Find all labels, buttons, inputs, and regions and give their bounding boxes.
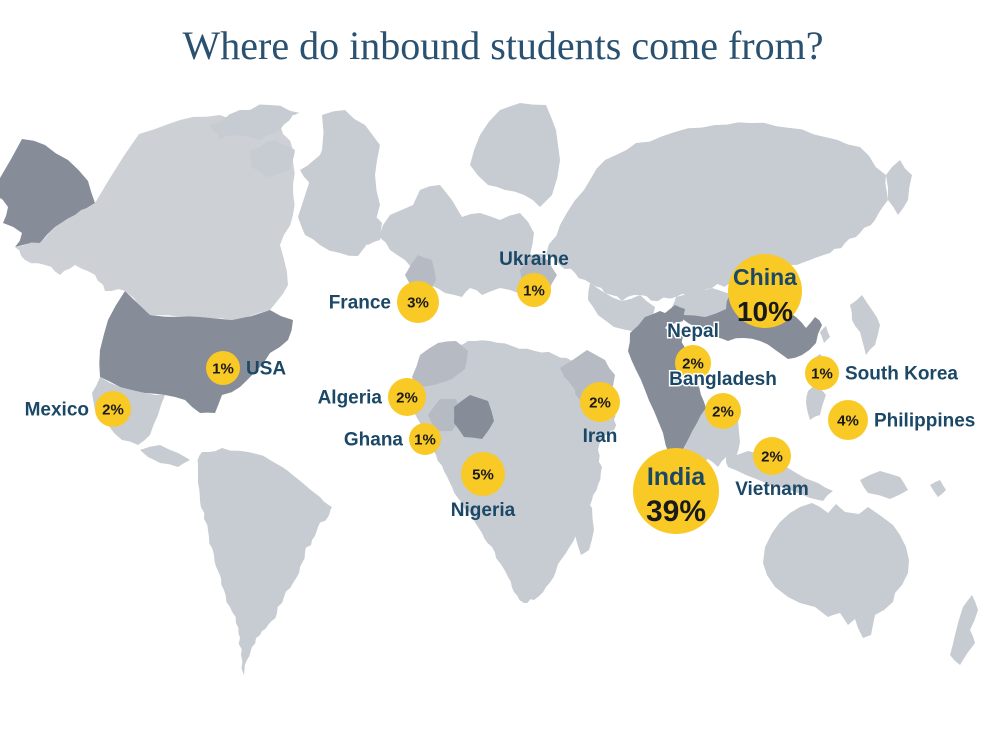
svg-text:Nigeria: Nigeria: [451, 500, 516, 521]
svg-text:2%: 2%: [712, 404, 734, 421]
svg-text:4%: 4%: [837, 413, 859, 430]
svg-text:Bangladesh: Bangladesh: [669, 369, 777, 390]
svg-text:Mexico: Mexico: [25, 400, 89, 421]
svg-text:France: France: [329, 293, 391, 314]
svg-text:Nepal: Nepal: [667, 321, 719, 342]
svg-text:2%: 2%: [589, 395, 611, 412]
svg-text:10%: 10%: [737, 296, 793, 327]
svg-text:2%: 2%: [102, 402, 124, 419]
svg-text:Ukraine: Ukraine: [499, 249, 569, 270]
svg-text:39%: 39%: [646, 495, 706, 528]
svg-text:2%: 2%: [761, 449, 783, 466]
svg-text:Algeria: Algeria: [318, 388, 383, 409]
svg-text:1%: 1%: [414, 432, 436, 449]
svg-text:3%: 3%: [407, 295, 429, 312]
svg-text:USA: USA: [246, 359, 286, 380]
svg-text:South Korea: South Korea: [845, 364, 958, 385]
svg-text:China: China: [733, 264, 797, 290]
svg-text:Ghana: Ghana: [344, 430, 404, 451]
svg-text:Philippines: Philippines: [874, 411, 975, 432]
svg-text:5%: 5%: [472, 467, 494, 484]
svg-text:India: India: [647, 463, 706, 491]
svg-text:1%: 1%: [811, 366, 833, 383]
svg-text:1%: 1%: [523, 283, 545, 300]
svg-text:Iran: Iran: [583, 426, 618, 447]
svg-text:2%: 2%: [396, 390, 418, 407]
svg-text:Vietnam: Vietnam: [735, 479, 809, 500]
svg-text:1%: 1%: [212, 361, 234, 378]
